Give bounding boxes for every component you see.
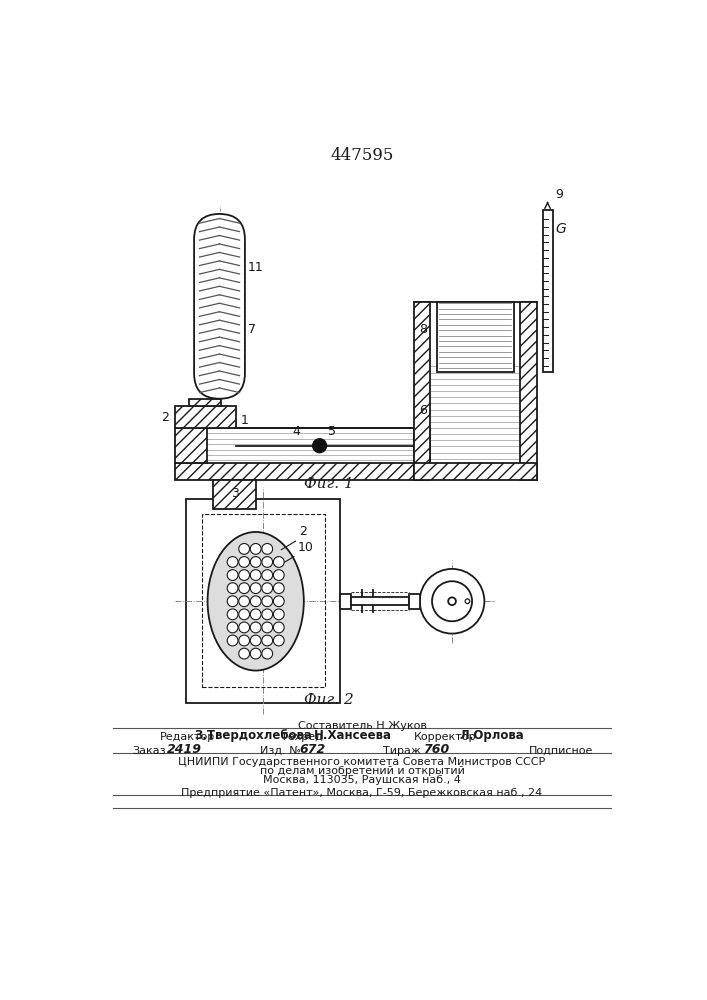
Text: Составитель Н.Жуков: Составитель Н.Жуков (298, 721, 426, 731)
Text: G: G (555, 222, 566, 236)
Text: 3: 3 (231, 487, 239, 500)
Text: 2: 2 (300, 525, 308, 538)
Bar (414, 428, 431, 463)
Circle shape (274, 583, 284, 594)
Circle shape (262, 544, 273, 554)
Circle shape (239, 635, 250, 646)
Circle shape (250, 622, 261, 633)
Text: 447595: 447595 (330, 147, 394, 164)
Circle shape (250, 583, 261, 594)
Bar (520, 302, 537, 480)
Bar (175, 463, 429, 480)
Circle shape (239, 544, 250, 554)
Bar (189, 399, 221, 406)
Text: 11: 11 (248, 261, 264, 274)
Bar (409, 594, 420, 609)
Circle shape (227, 557, 238, 567)
Text: Н.Хансеева: Н.Хансеева (313, 729, 392, 742)
Text: 1: 1 (240, 414, 248, 427)
Circle shape (262, 635, 273, 646)
Circle shape (250, 635, 261, 646)
Text: 5: 5 (328, 425, 336, 438)
Bar (175, 406, 236, 428)
Circle shape (274, 635, 284, 646)
Bar (543, 210, 553, 372)
Text: Изд. №: Изд. № (259, 746, 300, 756)
Text: 4: 4 (293, 425, 300, 438)
Circle shape (262, 648, 273, 659)
Text: Фиг. 1: Фиг. 1 (304, 477, 354, 491)
Circle shape (312, 439, 327, 453)
Circle shape (239, 648, 250, 659)
Text: 7: 7 (248, 323, 256, 336)
Ellipse shape (208, 532, 304, 671)
Circle shape (420, 569, 484, 634)
Text: 10: 10 (298, 541, 314, 554)
Circle shape (262, 596, 273, 607)
Circle shape (274, 557, 284, 567)
Circle shape (274, 609, 284, 620)
Text: 2: 2 (160, 411, 169, 424)
Circle shape (250, 648, 261, 659)
Circle shape (274, 622, 284, 633)
Circle shape (262, 557, 273, 567)
Circle shape (274, 570, 284, 580)
Bar (437, 302, 514, 372)
Circle shape (274, 596, 284, 607)
Circle shape (239, 622, 250, 633)
Circle shape (227, 596, 238, 607)
Bar (187, 499, 340, 703)
Text: Предприятие «Патент», Москва, Г-59, Бережковская наб., 24: Предприятие «Патент», Москва, Г-59, Бере… (181, 788, 542, 798)
Circle shape (250, 596, 261, 607)
Circle shape (239, 557, 250, 567)
Circle shape (250, 570, 261, 580)
Circle shape (250, 544, 261, 554)
Text: Тираж: Тираж (382, 746, 421, 756)
Bar (414, 302, 431, 480)
Text: Редактор: Редактор (160, 732, 215, 742)
Circle shape (250, 557, 261, 567)
Circle shape (239, 583, 250, 594)
Circle shape (465, 599, 469, 604)
Circle shape (250, 609, 261, 620)
Text: Заказ: Заказ (132, 746, 166, 756)
Circle shape (227, 609, 238, 620)
Text: по делам изобретений и открытий: по делам изобретений и открытий (259, 766, 464, 776)
Text: Москва, 113035, Раушская наб., 4: Москва, 113035, Раушская наб., 4 (263, 775, 461, 785)
Text: З.Твердохлебова: З.Твердохлебова (194, 729, 312, 742)
Text: 9: 9 (555, 188, 563, 201)
Bar (201, 514, 325, 687)
Circle shape (262, 609, 273, 620)
Circle shape (227, 622, 238, 633)
Bar (414, 463, 537, 480)
Bar (175, 428, 207, 463)
Text: 672: 672 (300, 743, 326, 756)
Text: ЦНИИПИ Государственного комитета Совета Министров СССР: ЦНИИПИ Государственного комитета Совета … (178, 757, 546, 767)
Circle shape (227, 583, 238, 594)
Text: 8: 8 (419, 323, 428, 336)
Circle shape (227, 635, 238, 646)
Text: Техред: Техред (281, 732, 323, 742)
Circle shape (239, 609, 250, 620)
FancyBboxPatch shape (194, 214, 245, 399)
Bar (214, 480, 256, 509)
Bar (340, 594, 351, 609)
Circle shape (262, 622, 273, 633)
Bar (351, 597, 409, 605)
Circle shape (227, 570, 238, 580)
Text: Л.Орлова: Л.Орлова (460, 729, 525, 742)
Circle shape (239, 596, 250, 607)
Text: 760: 760 (423, 743, 449, 756)
Circle shape (448, 597, 456, 605)
Circle shape (239, 570, 250, 580)
Circle shape (262, 570, 273, 580)
Text: 2419: 2419 (167, 743, 202, 756)
Text: Корректор: Корректор (414, 732, 476, 742)
Text: Фиг. 2: Фиг. 2 (304, 693, 354, 707)
Text: 6: 6 (419, 404, 428, 417)
Circle shape (262, 583, 273, 594)
Text: Подписное: Подписное (529, 746, 593, 756)
